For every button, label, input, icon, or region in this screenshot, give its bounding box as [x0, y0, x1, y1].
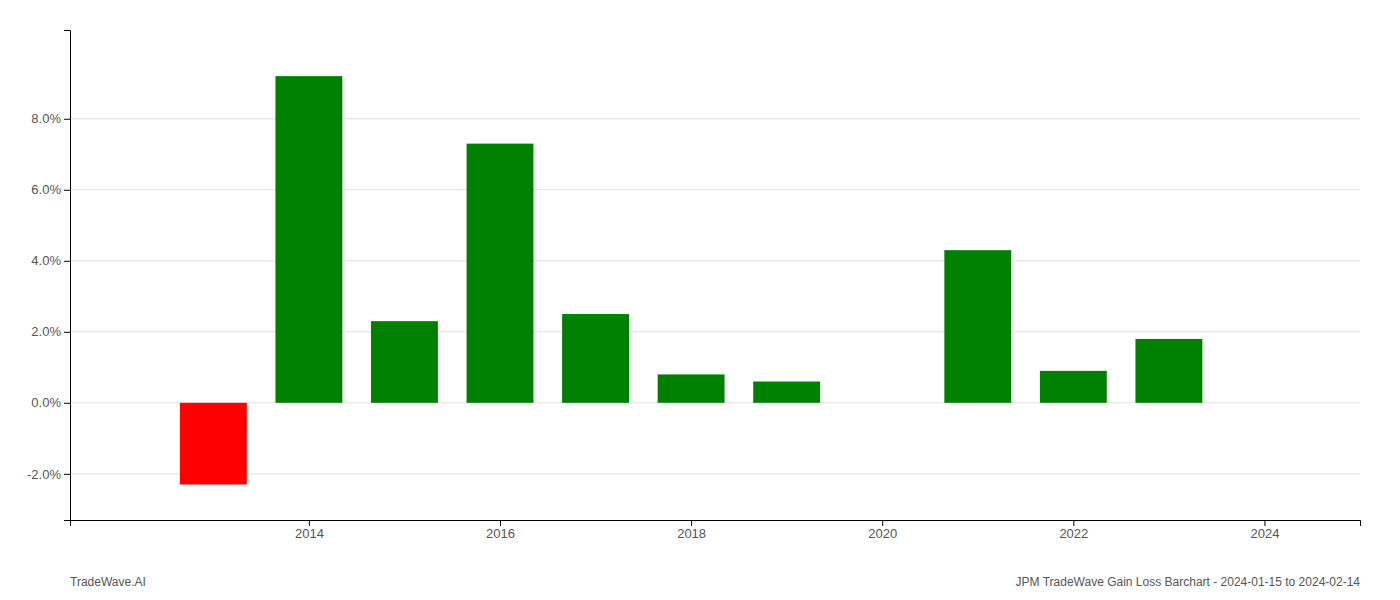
bar	[753, 382, 820, 403]
tick-mark	[1073, 520, 1074, 526]
tick: 2.0%	[31, 324, 70, 339]
tick-label: 0.0%	[31, 395, 61, 410]
tick: 0.0%	[31, 395, 70, 410]
tick-label: 8.0%	[31, 111, 61, 126]
tick-mark	[882, 520, 883, 526]
tick-mark	[64, 261, 70, 262]
bar	[275, 76, 342, 403]
tick: 2016	[486, 520, 515, 541]
bar	[467, 144, 534, 403]
axis-line	[71, 521, 1361, 527]
tick-mark	[64, 190, 70, 191]
bars	[180, 76, 1202, 484]
annotation: JPM TradeWave Gain Loss Barchart - 2024-…	[1016, 575, 1361, 589]
plot: 2014 2016 2018 2020 2022 2024 -2.0% 0.0% 2.0% 4.0…	[27, 31, 1360, 542]
tick-mark	[64, 474, 70, 475]
tick: 4.0%	[31, 253, 70, 268]
tick-mark	[64, 332, 70, 333]
grid-line	[70, 473, 1360, 474]
tick-label: 2020	[868, 526, 897, 541]
tick-label: 2.0%	[31, 324, 61, 339]
grid-line	[70, 331, 1360, 332]
grid-line	[70, 118, 1360, 119]
tick-label: 2014	[295, 526, 324, 541]
bar	[180, 403, 247, 485]
grid-line	[70, 189, 1360, 190]
bar	[562, 314, 629, 403]
tick-label: 2016	[486, 526, 515, 541]
tick-label: 6.0%	[31, 182, 61, 197]
tick-mark	[64, 119, 70, 120]
bar	[1040, 371, 1107, 403]
tick-label: -2.0%	[27, 467, 61, 482]
tick-label: 2024	[1250, 526, 1279, 541]
bar	[1135, 339, 1202, 403]
tick-mark	[500, 520, 501, 526]
axis-line	[64, 31, 71, 521]
tick: 2018	[677, 520, 706, 541]
tick: -2.0%	[27, 467, 70, 482]
grid	[70, 119, 1360, 474]
tick: 2024	[1250, 520, 1279, 541]
tick: 2022	[1059, 520, 1088, 541]
tick: 2020	[868, 520, 897, 541]
tick: 6.0%	[31, 182, 70, 197]
tick-mark	[691, 520, 692, 526]
tick-mark	[309, 520, 310, 526]
tick-label: 2022	[1059, 526, 1088, 541]
tick-mark	[64, 403, 70, 404]
tick: 2014	[295, 520, 324, 541]
tick-mark	[1264, 520, 1265, 526]
y-axis: -2.0% 0.0% 2.0% 4.0% 6.0% 8.0%	[27, 31, 70, 521]
tick: 8.0%	[31, 111, 70, 126]
tick-label: 4.0%	[31, 253, 61, 268]
bar	[371, 321, 438, 403]
tick-label: 2018	[677, 526, 706, 541]
bar	[944, 250, 1011, 403]
annotation: TradeWave.AI	[70, 575, 146, 589]
bar	[658, 374, 725, 402]
x-axis: 2014 2016 2018 2020 2022 2024	[71, 520, 1361, 541]
chart: 2014 2016 2018 2020 2022 2024 -2.0% 0.0% 2.0% 4.0…	[0, 0, 1400, 600]
grid-line	[70, 260, 1360, 261]
